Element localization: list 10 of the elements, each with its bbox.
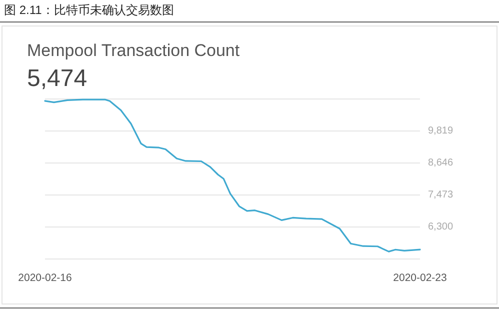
- x-tick-label: 2020-02-16: [18, 272, 72, 284]
- text: 5,474: [27, 65, 88, 92]
- line-series: [44, 98, 421, 252]
- y-tick-label: 7,473: [428, 190, 454, 201]
- y-tick-label: 6,300: [428, 222, 454, 233]
- chart-subtitle: Mempool Transaction Count: [27, 41, 240, 60]
- y-tick-label: 9,819: [428, 126, 454, 137]
- chart-title: 图 2.11：比特币未确认交易数图: [4, 3, 174, 17]
- x-tick-label: 2020-02-23: [393, 272, 448, 284]
- y-tick-label: 8,646: [428, 158, 454, 169]
